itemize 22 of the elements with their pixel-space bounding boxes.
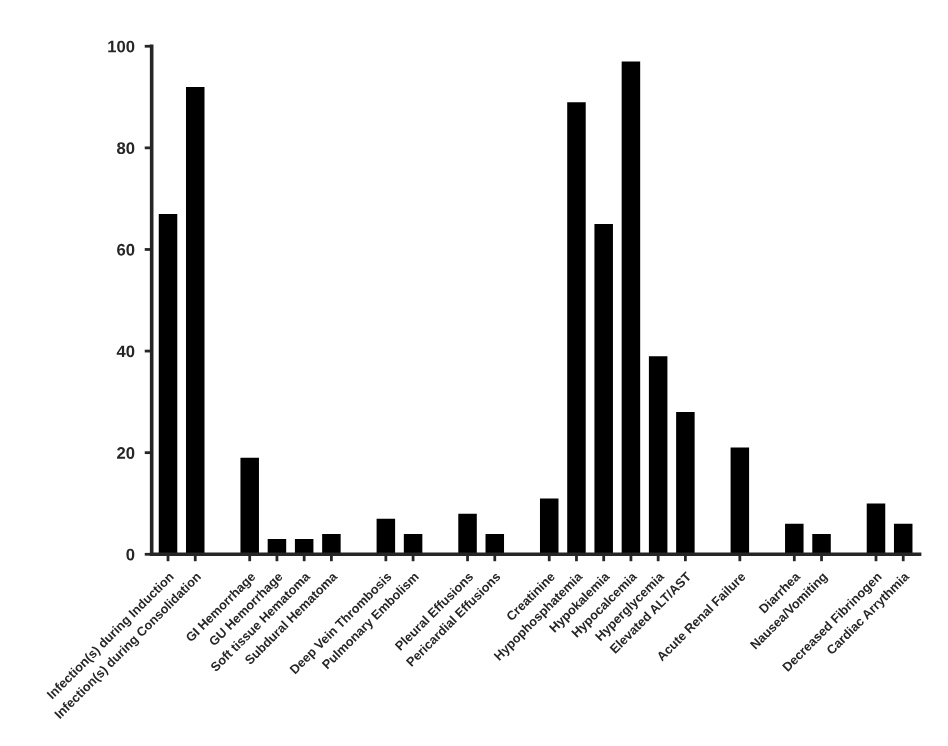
bar (812, 533, 831, 555)
bar (594, 224, 613, 555)
y-tick-label: 40 (116, 345, 135, 358)
y-tick-label: 100 (108, 40, 135, 53)
bar (866, 503, 886, 555)
bar (240, 457, 259, 555)
bar (158, 213, 178, 555)
bar (539, 498, 559, 555)
bar (376, 518, 396, 555)
bar (185, 86, 205, 555)
y-tick-label: 20 (117, 447, 135, 459)
bar (621, 61, 641, 555)
bar (458, 513, 477, 555)
bar (322, 533, 341, 555)
y-tick-label: 60 (117, 243, 135, 256)
bar (676, 412, 695, 555)
bar (567, 102, 586, 555)
bar (730, 447, 750, 555)
y-tick-label: 80 (117, 142, 135, 155)
bar (648, 356, 668, 555)
y-tick-label: 0 (126, 548, 135, 561)
bar (785, 523, 804, 555)
